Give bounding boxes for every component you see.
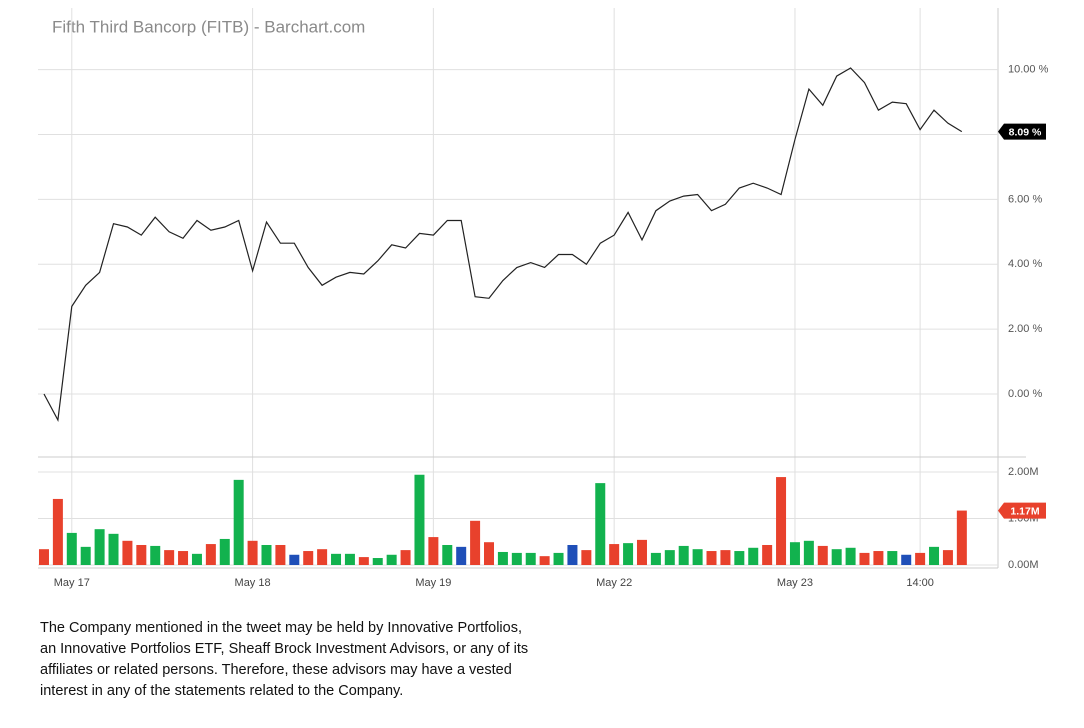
x-tick-label: May 17 [54, 577, 90, 589]
volume-bar [789, 542, 800, 565]
volume-bar [831, 549, 842, 565]
last-value-label: 8.09 % [1009, 126, 1042, 138]
volume-bar [581, 550, 592, 565]
x-tick-label: May 23 [777, 577, 813, 589]
volume-bar [623, 543, 634, 565]
volume-bar [303, 551, 314, 565]
volume-bar [873, 551, 884, 565]
volume-bar [247, 540, 258, 565]
volume-bar [859, 552, 870, 565]
volume-bar [595, 483, 606, 565]
volume-bar [372, 558, 383, 565]
volume-bar [609, 544, 620, 565]
volume-bar [400, 550, 411, 565]
volume-bar [428, 537, 439, 565]
x-tick-label: May 19 [415, 577, 451, 589]
volume-bar [776, 477, 787, 565]
volume-bar [150, 545, 161, 565]
volume-bar [108, 533, 119, 565]
last-value-tag [998, 502, 1046, 519]
disclaimer: The Company mentioned in the tweet may b… [40, 618, 528, 702]
volume-bar [650, 552, 661, 565]
volume-bar [915, 552, 926, 565]
volume-bar [901, 554, 912, 565]
volume-bar [456, 546, 467, 565]
volume-bar [261, 544, 272, 565]
volume-bar [929, 546, 940, 565]
volume-bar [219, 538, 230, 565]
volume-bar [344, 553, 355, 565]
x-tick-label: 14:00 [906, 577, 934, 589]
volume-bar [748, 547, 759, 565]
volume-bar [511, 552, 522, 565]
volume-bar [442, 544, 453, 565]
y-tick-label: 0.00M [1008, 559, 1039, 571]
volume-bar [164, 550, 175, 565]
volume-bar [845, 547, 856, 565]
disclaimer-line: affiliates or related persons. Therefore… [40, 662, 512, 678]
volume-bar [956, 510, 967, 565]
volume-bar [887, 551, 898, 565]
volume-bar [497, 551, 508, 565]
volume-bar [720, 550, 731, 565]
volume-bar [66, 532, 77, 565]
volume-bar [414, 474, 425, 565]
volume-bar [706, 551, 717, 565]
volume-bar [94, 529, 105, 565]
volume-bar [817, 545, 828, 565]
volume-bar [636, 539, 647, 565]
volume-bar [38, 549, 49, 565]
volume-bar [80, 546, 91, 565]
volume-bar [803, 540, 814, 565]
volume-bar [470, 520, 481, 565]
x-tick-label: May 18 [235, 577, 271, 589]
volume-bar [122, 540, 133, 565]
volume-bar [233, 479, 244, 565]
volume-bar [136, 544, 147, 565]
volume-bar [289, 554, 300, 565]
volume-bar [539, 556, 550, 565]
disclaimer-line: interest in any of the statements relate… [40, 683, 404, 699]
volume-bar [762, 544, 773, 565]
volume-bar [664, 550, 675, 565]
volume-bar [386, 554, 397, 565]
volume-bar [275, 544, 286, 565]
volume-bar [678, 545, 689, 565]
y-tick-label: 6.00 % [1008, 193, 1042, 205]
volume-bar [331, 553, 342, 565]
chart-title: Fifth Third Bancorp (FITB) - Barchart.co… [52, 17, 365, 36]
volume-bar [567, 544, 578, 565]
volume-bar [52, 498, 63, 565]
last-value-label: 1.17M [1010, 505, 1039, 517]
volume-bar [317, 549, 328, 565]
volume-bar [734, 551, 745, 565]
disclaimer-line: The Company mentioned in the tweet may b… [40, 620, 522, 636]
volume-bar [553, 552, 564, 565]
volume-bar [692, 549, 703, 565]
y-tick-label: 2.00M [1008, 466, 1039, 478]
y-tick-label: 10.00 % [1008, 64, 1049, 76]
y-tick-label: 4.00 % [1008, 258, 1042, 270]
volume-bar [525, 552, 536, 565]
volume-bar [358, 557, 369, 565]
y-tick-label: 0.00 % [1008, 388, 1042, 400]
volume-bar [484, 542, 495, 565]
volume-bar [205, 544, 216, 565]
volume-bar [942, 550, 953, 565]
volume-bar [178, 551, 189, 565]
volume-bar [191, 553, 202, 565]
y-tick-label: 2.00 % [1008, 323, 1042, 335]
price-line [43, 67, 963, 422]
chart: Fifth Third Bancorp (FITB) - Barchart.co… [38, 8, 1049, 589]
disclaimer-line: an Innovative Portfolios ETF, Sheaff Bro… [40, 641, 529, 657]
x-tick-label: May 22 [596, 577, 632, 589]
last-value-tag [998, 123, 1046, 140]
